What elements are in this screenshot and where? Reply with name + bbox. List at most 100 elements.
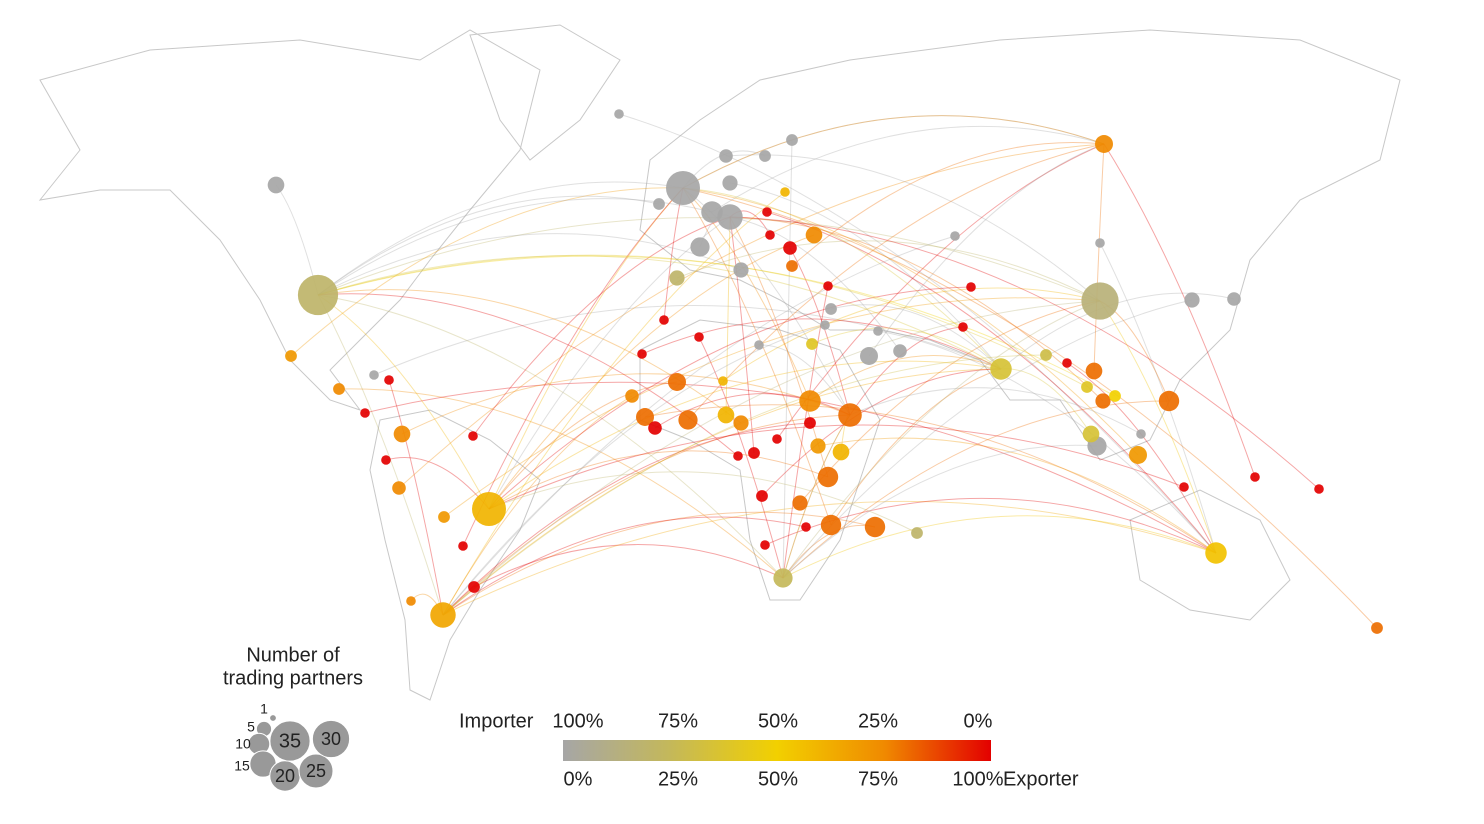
trade-link [1099, 242, 1217, 554]
country-node [678, 410, 698, 430]
country-node [267, 176, 285, 194]
size-legend-label: 35 [279, 730, 301, 752]
country-node [733, 415, 749, 431]
trade-link [317, 294, 490, 510]
country-node [381, 455, 391, 465]
country-node [733, 451, 743, 461]
size-legend-label: 15 [234, 758, 250, 774]
country-node [806, 338, 818, 350]
trade-link [443, 297, 1101, 518]
country-node [817, 466, 839, 488]
country-node [637, 349, 647, 359]
country-node [1082, 425, 1100, 443]
country-node [1081, 282, 1119, 320]
trade-link [462, 187, 684, 547]
importer-label: Importer [459, 710, 534, 732]
importer-tick-label: 75% [658, 710, 698, 732]
country-nodes [267, 109, 1383, 634]
country-node [369, 370, 379, 380]
size-legend-title: trading partners [223, 667, 363, 689]
europe-asia [639, 29, 1401, 461]
country-node [1129, 446, 1147, 464]
country-node [1205, 542, 1227, 564]
country-node [694, 332, 704, 342]
continents [38, 24, 1401, 701]
trade-link [442, 500, 1217, 616]
trade-link [1099, 300, 1217, 554]
trade-link [317, 195, 660, 296]
trade-link [641, 318, 1002, 370]
trade-link [830, 368, 1002, 526]
country-node [666, 171, 700, 205]
size-legend-label: 10 [235, 736, 251, 752]
trade-link [442, 300, 1101, 616]
country-node [1136, 429, 1146, 439]
country-node [701, 201, 723, 223]
country-node [659, 315, 669, 325]
size-legend-circle [311, 719, 351, 759]
trade-link [473, 544, 784, 588]
trade-link [729, 216, 901, 352]
country-node [614, 109, 624, 119]
country-node [1095, 238, 1105, 248]
size-legend-label: 30 [321, 729, 341, 749]
country-node [1040, 349, 1052, 361]
country-node [668, 373, 686, 391]
trade-link [782, 414, 851, 579]
country-node [1062, 358, 1072, 368]
country-node [786, 134, 798, 146]
country-node [717, 204, 743, 230]
size-legend-circle [269, 720, 311, 762]
trade-link [729, 216, 1320, 490]
trade-link [364, 381, 1217, 554]
country-node [393, 425, 411, 443]
trade-link [782, 515, 1217, 579]
country-node [285, 350, 297, 362]
size-legend-label: 5 [247, 719, 255, 735]
exporter-tick-label: 25% [658, 768, 698, 790]
exporter-tick-label: 50% [758, 768, 798, 790]
trade-link [442, 368, 1002, 616]
country-node [754, 340, 764, 350]
country-node [458, 541, 468, 551]
country-node [1184, 292, 1200, 308]
trade-link [663, 187, 684, 321]
country-node [1095, 135, 1113, 153]
trade-link [729, 216, 755, 454]
trade-link [317, 293, 739, 457]
trade-link [488, 360, 1002, 510]
trade-link [442, 511, 876, 616]
australia [1129, 489, 1291, 621]
country-node [786, 260, 798, 272]
trade-link [442, 395, 633, 616]
country-node [438, 511, 450, 523]
trade-link [729, 216, 829, 478]
trade-link [442, 324, 826, 616]
trade-link [385, 456, 490, 510]
country-node [1371, 622, 1383, 634]
country-node [860, 347, 878, 365]
trade-link [654, 393, 851, 429]
country-node [823, 281, 833, 291]
trade-link [682, 187, 1139, 456]
trade-link [488, 234, 815, 510]
trade-link [442, 516, 807, 616]
country-node [1158, 390, 1180, 412]
color-bar [563, 740, 991, 761]
country-node [893, 344, 907, 358]
north-america [38, 29, 541, 411]
trade-link [722, 287, 1101, 382]
trade-link [442, 235, 956, 616]
trade-link [698, 336, 784, 579]
country-node [653, 198, 665, 210]
size-legend-circle [298, 753, 334, 789]
country-node [780, 187, 790, 197]
country-node [958, 322, 968, 332]
trade-link [682, 187, 832, 526]
trade-link [761, 368, 1002, 497]
importer-tick-label: 100% [552, 710, 603, 732]
country-node [825, 303, 837, 315]
country-node [864, 516, 886, 538]
trade-link [1093, 143, 1105, 372]
